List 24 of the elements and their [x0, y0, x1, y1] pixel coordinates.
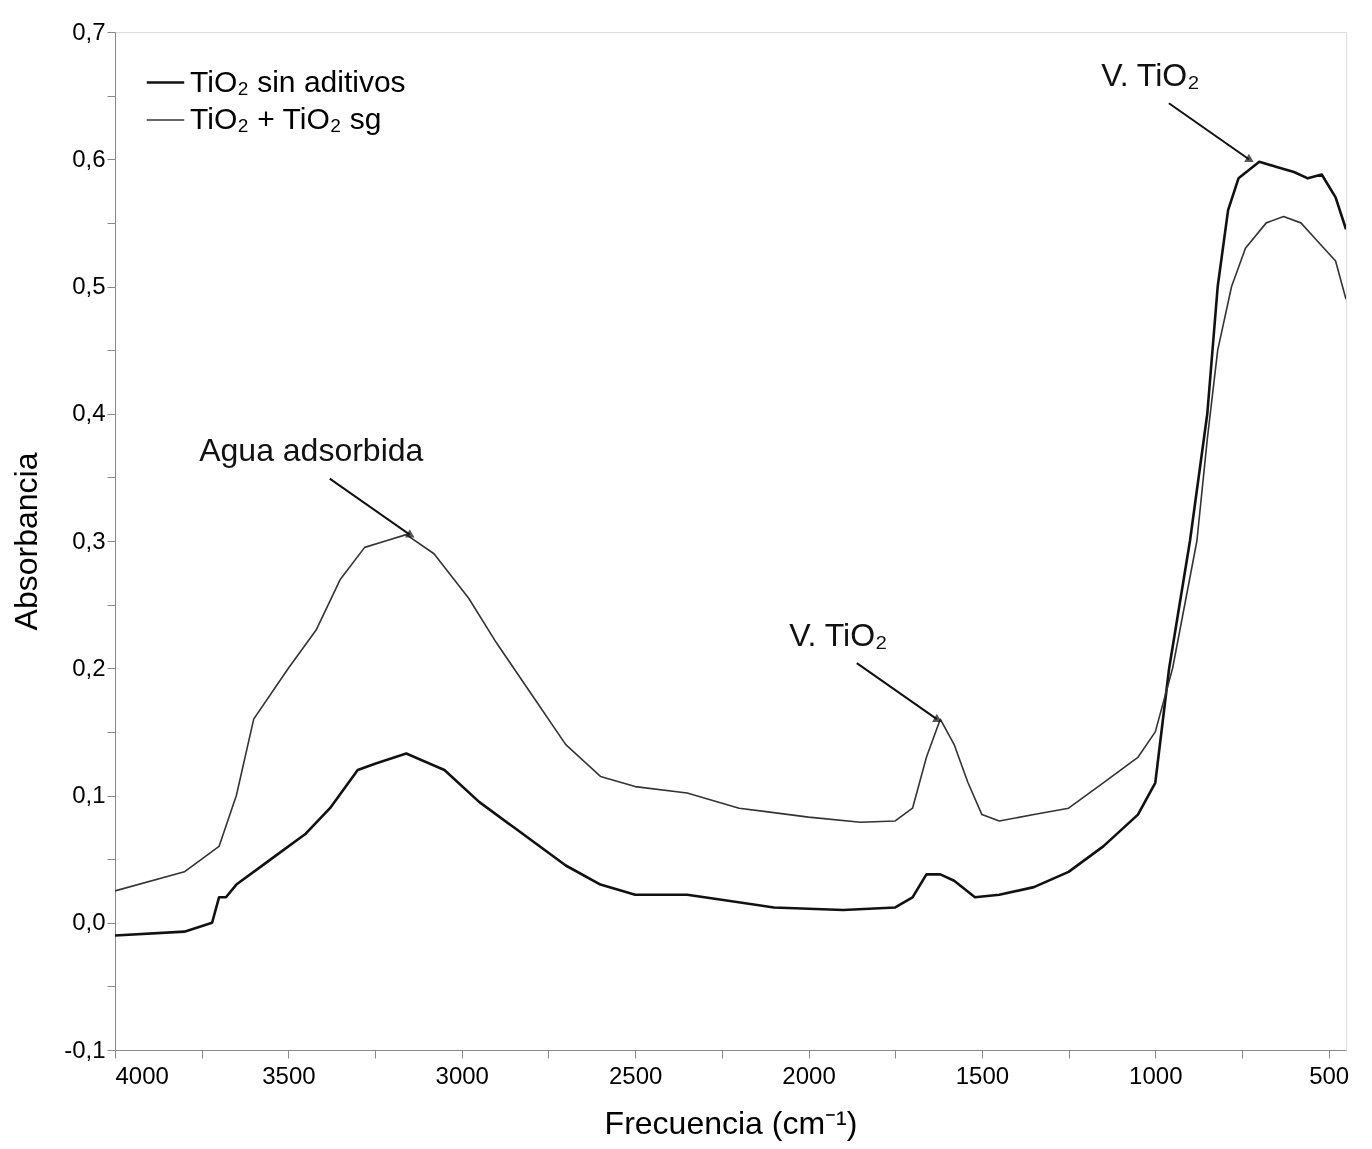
legend-label: TiO₂ sin aditivos [190, 64, 406, 98]
y-tick-label: 0,1 [72, 781, 106, 808]
y-tick-label: 0,2 [72, 653, 106, 681]
legend-label: TiO₂ + TiO₂ sg [190, 102, 382, 135]
y-tick-label: 0,7 [72, 17, 106, 45]
x-tick-label: 3000 [435, 1061, 489, 1089]
x-tick-label: 1000 [1129, 1061, 1183, 1089]
x-axis-title: Frecuencia (cm⁻¹) [604, 1104, 858, 1141]
annotation: Agua adsorbida [199, 432, 424, 469]
y-tick-label: 0,0 [72, 908, 106, 936]
x-tick-label: 2500 [608, 1061, 663, 1089]
annotation: V. TiO₂ [789, 616, 888, 653]
y-tick-label: -0,1 [64, 1035, 106, 1063]
x-tick-label: 2000 [782, 1061, 836, 1089]
x-tick-label: 1500 [955, 1061, 1010, 1089]
x-tick-label: 500 [1309, 1061, 1350, 1089]
y-tick-label: 0,4 [72, 399, 106, 427]
x-tick-label: 3500 [262, 1061, 316, 1089]
y-axis-title: Absorbancia [8, 452, 45, 631]
y-tick-label: 0,3 [72, 526, 106, 554]
annotation: V. TiO₂ [1101, 57, 1200, 94]
y-tick-label: 0,6 [72, 144, 106, 172]
y-tick-label: 0,5 [72, 272, 106, 299]
x-tick-label: 4000 [115, 1061, 169, 1089]
